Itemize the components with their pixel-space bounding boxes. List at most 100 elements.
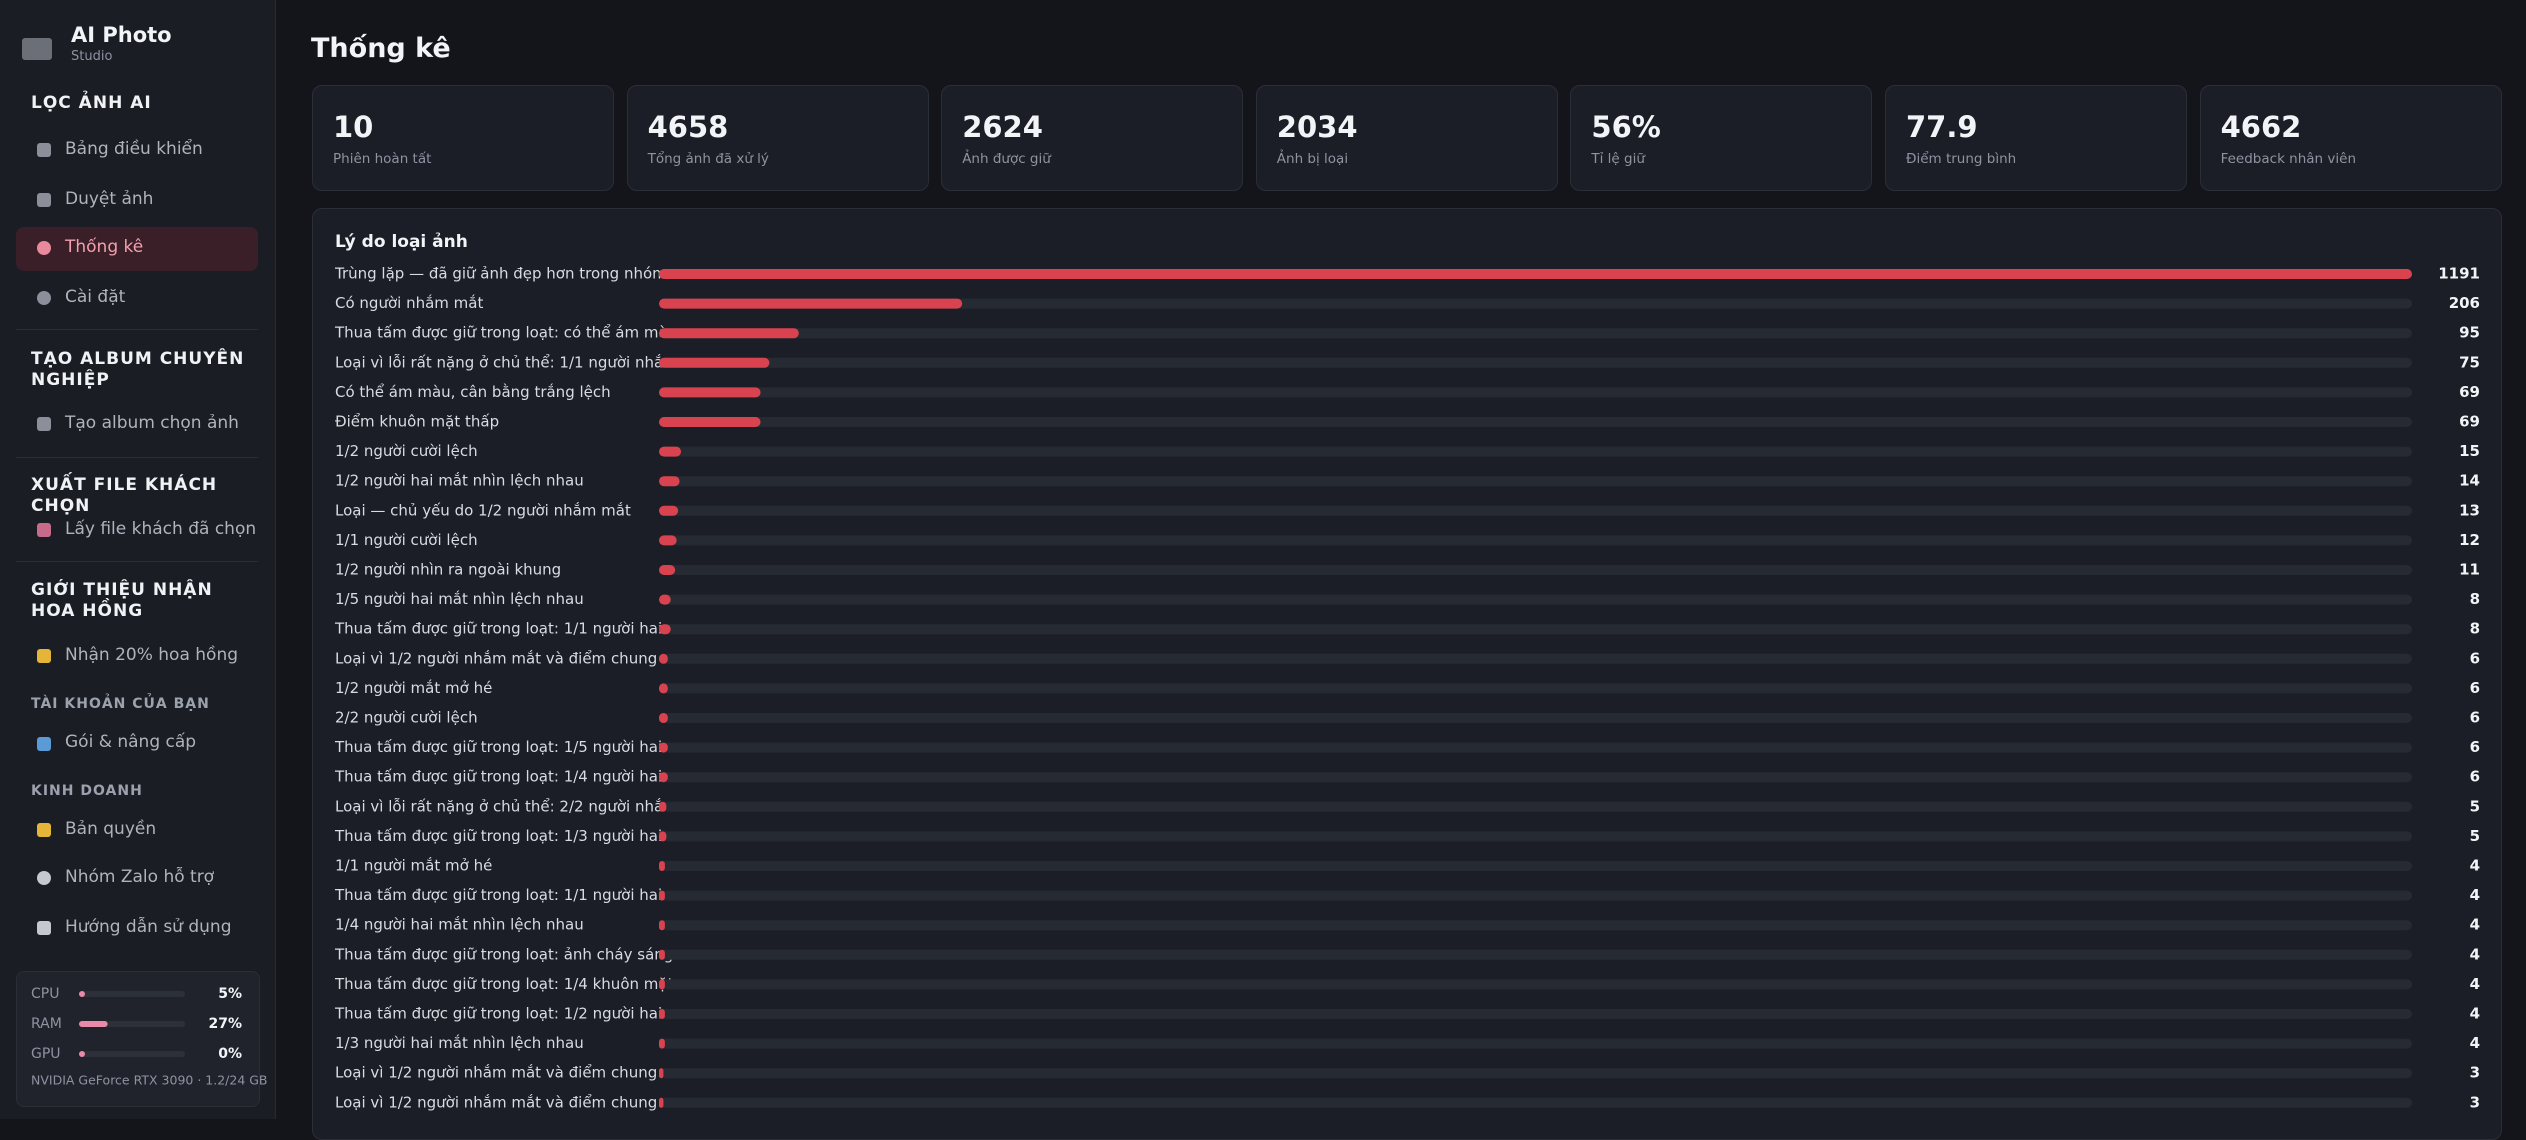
nav-item[interactable]: Tạo album chọn ảnh bbox=[65, 413, 239, 433]
category-label: Thua tấm được giữ trong loạt: 1/2 người … bbox=[334, 1005, 681, 1023]
bar bbox=[659, 387, 761, 398]
icon bbox=[37, 523, 51, 537]
section-title: KINH DOANH bbox=[31, 783, 143, 799]
nav-item[interactable]: Duyệt ảnh bbox=[65, 189, 154, 209]
bar bbox=[659, 1009, 665, 1019]
bar-track bbox=[659, 565, 2412, 575]
category-label: Điểm khuôn mặt thấp bbox=[335, 413, 499, 431]
value-label: 4 bbox=[2470, 916, 2480, 934]
category-label: 1/4 người hai mắt nhìn lệch nhau bbox=[335, 916, 584, 934]
category-label: Trùng lặp — đã giữ ảnh đẹp hơn trong nhó… bbox=[334, 265, 667, 283]
bar bbox=[659, 713, 668, 723]
meter-bar bbox=[79, 1051, 85, 1057]
bar-track bbox=[659, 476, 2412, 487]
meter-name: GPU bbox=[31, 1046, 61, 1062]
category-label: 1/1 người mắt mở hé bbox=[335, 857, 492, 875]
divider bbox=[16, 561, 258, 562]
meter-label: 5% bbox=[218, 986, 242, 1002]
stat-value: 10 bbox=[333, 110, 374, 144]
value-label: 8 bbox=[2470, 590, 2480, 608]
icon bbox=[37, 241, 51, 255]
category-label: Có người nhắm mắt bbox=[335, 294, 483, 312]
stat-value: 2034 bbox=[1276, 110, 1358, 144]
category-label: Loại — chủ yếu do 1/2 người nhắm mắt bbox=[335, 501, 631, 519]
value-label: 4 bbox=[2470, 975, 2480, 993]
bar bbox=[659, 683, 668, 694]
category-label: 1/2 người hai mắt nhìn lệch nhau bbox=[335, 472, 584, 490]
value-label: 6 bbox=[2470, 709, 2480, 727]
brand-sub: Studio bbox=[71, 49, 113, 64]
value-label: 95 bbox=[2459, 324, 2480, 342]
section-title: GIỚI THIỆU NHẬN HOA HỒNG bbox=[31, 580, 213, 621]
stat-label: Tỉ lệ giữ bbox=[1591, 151, 1645, 167]
bar bbox=[659, 653, 668, 664]
stat-card: 2624 Ảnh được giữ bbox=[941, 85, 1244, 191]
bar bbox=[659, 298, 963, 309]
bar-track bbox=[659, 594, 2412, 605]
nav-item-active[interactable]: Thống kê bbox=[65, 237, 144, 257]
bar-track bbox=[659, 535, 2412, 546]
stat-card: 4658 Tổng ảnh đã xử lý bbox=[626, 85, 929, 191]
divider bbox=[16, 329, 258, 330]
bar-track bbox=[659, 920, 2412, 931]
bar bbox=[659, 772, 668, 783]
category-label: Loại vì 1/2 người nhắm mắt và điểm chung… bbox=[335, 1064, 685, 1082]
stat-card: 10 Phiên hoàn tất bbox=[312, 85, 614, 191]
category-label: Thua tấm được giữ trong loạt: 1/3 người … bbox=[334, 827, 681, 845]
icon bbox=[37, 649, 51, 663]
category-label: Loại vì 1/2 người nhắm mắt và điểm chung… bbox=[335, 649, 685, 667]
meter-track bbox=[79, 991, 185, 997]
bar-track bbox=[659, 1068, 2412, 1079]
meter-label: 0% bbox=[218, 1046, 242, 1062]
stat-card: 4662 Feedback nhân viên bbox=[2199, 85, 2502, 191]
bar bbox=[659, 861, 665, 871]
value-label: 12 bbox=[2459, 531, 2480, 549]
gpu-name: NVIDIA GeForce RTX 3090 · 1.2/24 GB bbox=[31, 1073, 268, 1088]
page-title: Thống kê bbox=[311, 33, 451, 64]
bar-track bbox=[659, 949, 2412, 960]
stat-label: Điểm trung bình bbox=[1906, 151, 2017, 167]
nav-item[interactable]: Cài đặt bbox=[65, 287, 126, 307]
value-label: 13 bbox=[2459, 501, 2480, 519]
category-label: 1/1 người cười lệch bbox=[335, 531, 478, 549]
category-label: Thua tấm được giữ trong loạt: 1/1 người … bbox=[334, 886, 681, 904]
category-label: Thua tấm được giữ trong loạt: ảnh cháy s… bbox=[334, 945, 673, 963]
meter-bar bbox=[79, 1021, 108, 1027]
icon bbox=[37, 823, 51, 837]
bar bbox=[659, 535, 677, 546]
bar bbox=[659, 505, 679, 516]
bar-track bbox=[659, 801, 2412, 812]
category-label: Loại vì lỗi rất nặng ở chủ thể: 1/1 ngườ… bbox=[335, 353, 677, 371]
bar-track bbox=[659, 387, 2412, 398]
bar bbox=[659, 890, 665, 901]
category-label: 2/2 người cười lệch bbox=[335, 709, 478, 727]
nav-item[interactable]: Bảng điều khiển bbox=[65, 139, 203, 159]
icon bbox=[37, 737, 51, 751]
bar bbox=[659, 831, 667, 842]
stat-value: 4662 bbox=[2220, 110, 2302, 144]
nav-item[interactable]: Hướng dẫn sử dụng bbox=[65, 917, 232, 937]
bar bbox=[659, 594, 671, 605]
value-label: 69 bbox=[2459, 383, 2480, 401]
nav-item[interactable]: Nhóm Zalo hỗ trợ bbox=[65, 867, 215, 887]
value-label: 3 bbox=[2470, 1093, 2480, 1111]
nav-item[interactable]: Gói & nâng cấp bbox=[65, 732, 197, 752]
category-label: Thua tấm được giữ trong loạt: có thể ám … bbox=[334, 324, 682, 342]
nav-item[interactable]: Lấy file khách đã chọn bbox=[65, 519, 257, 539]
stat-label: Tổng ảnh đã xử lý bbox=[647, 151, 769, 167]
bar bbox=[659, 446, 682, 457]
chart: Lý do loại ảnh Trùng lặp — đã giữ ảnh đẹ… bbox=[334, 232, 2480, 1111]
value-label: 206 bbox=[2449, 294, 2480, 312]
bar-track bbox=[659, 417, 2412, 427]
section-title: LỌC ẢNH AI bbox=[31, 93, 152, 113]
nav-item[interactable]: Bản quyền bbox=[65, 819, 157, 839]
bar-track bbox=[659, 1009, 2412, 1019]
nav-item[interactable]: Nhận 20% hoa hồng bbox=[65, 645, 239, 665]
value-label: 6 bbox=[2470, 649, 2480, 667]
value-label: 3 bbox=[2470, 1064, 2480, 1082]
bar-track bbox=[659, 624, 2412, 635]
bar bbox=[659, 979, 665, 990]
bar-track bbox=[659, 742, 2412, 753]
